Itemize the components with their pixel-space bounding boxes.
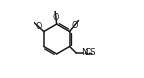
Text: O: O [35, 22, 42, 31]
Text: N: N [81, 49, 87, 57]
Text: O: O [71, 21, 77, 30]
Text: S: S [89, 49, 95, 57]
Text: O: O [53, 13, 59, 22]
Text: C: C [85, 49, 91, 57]
